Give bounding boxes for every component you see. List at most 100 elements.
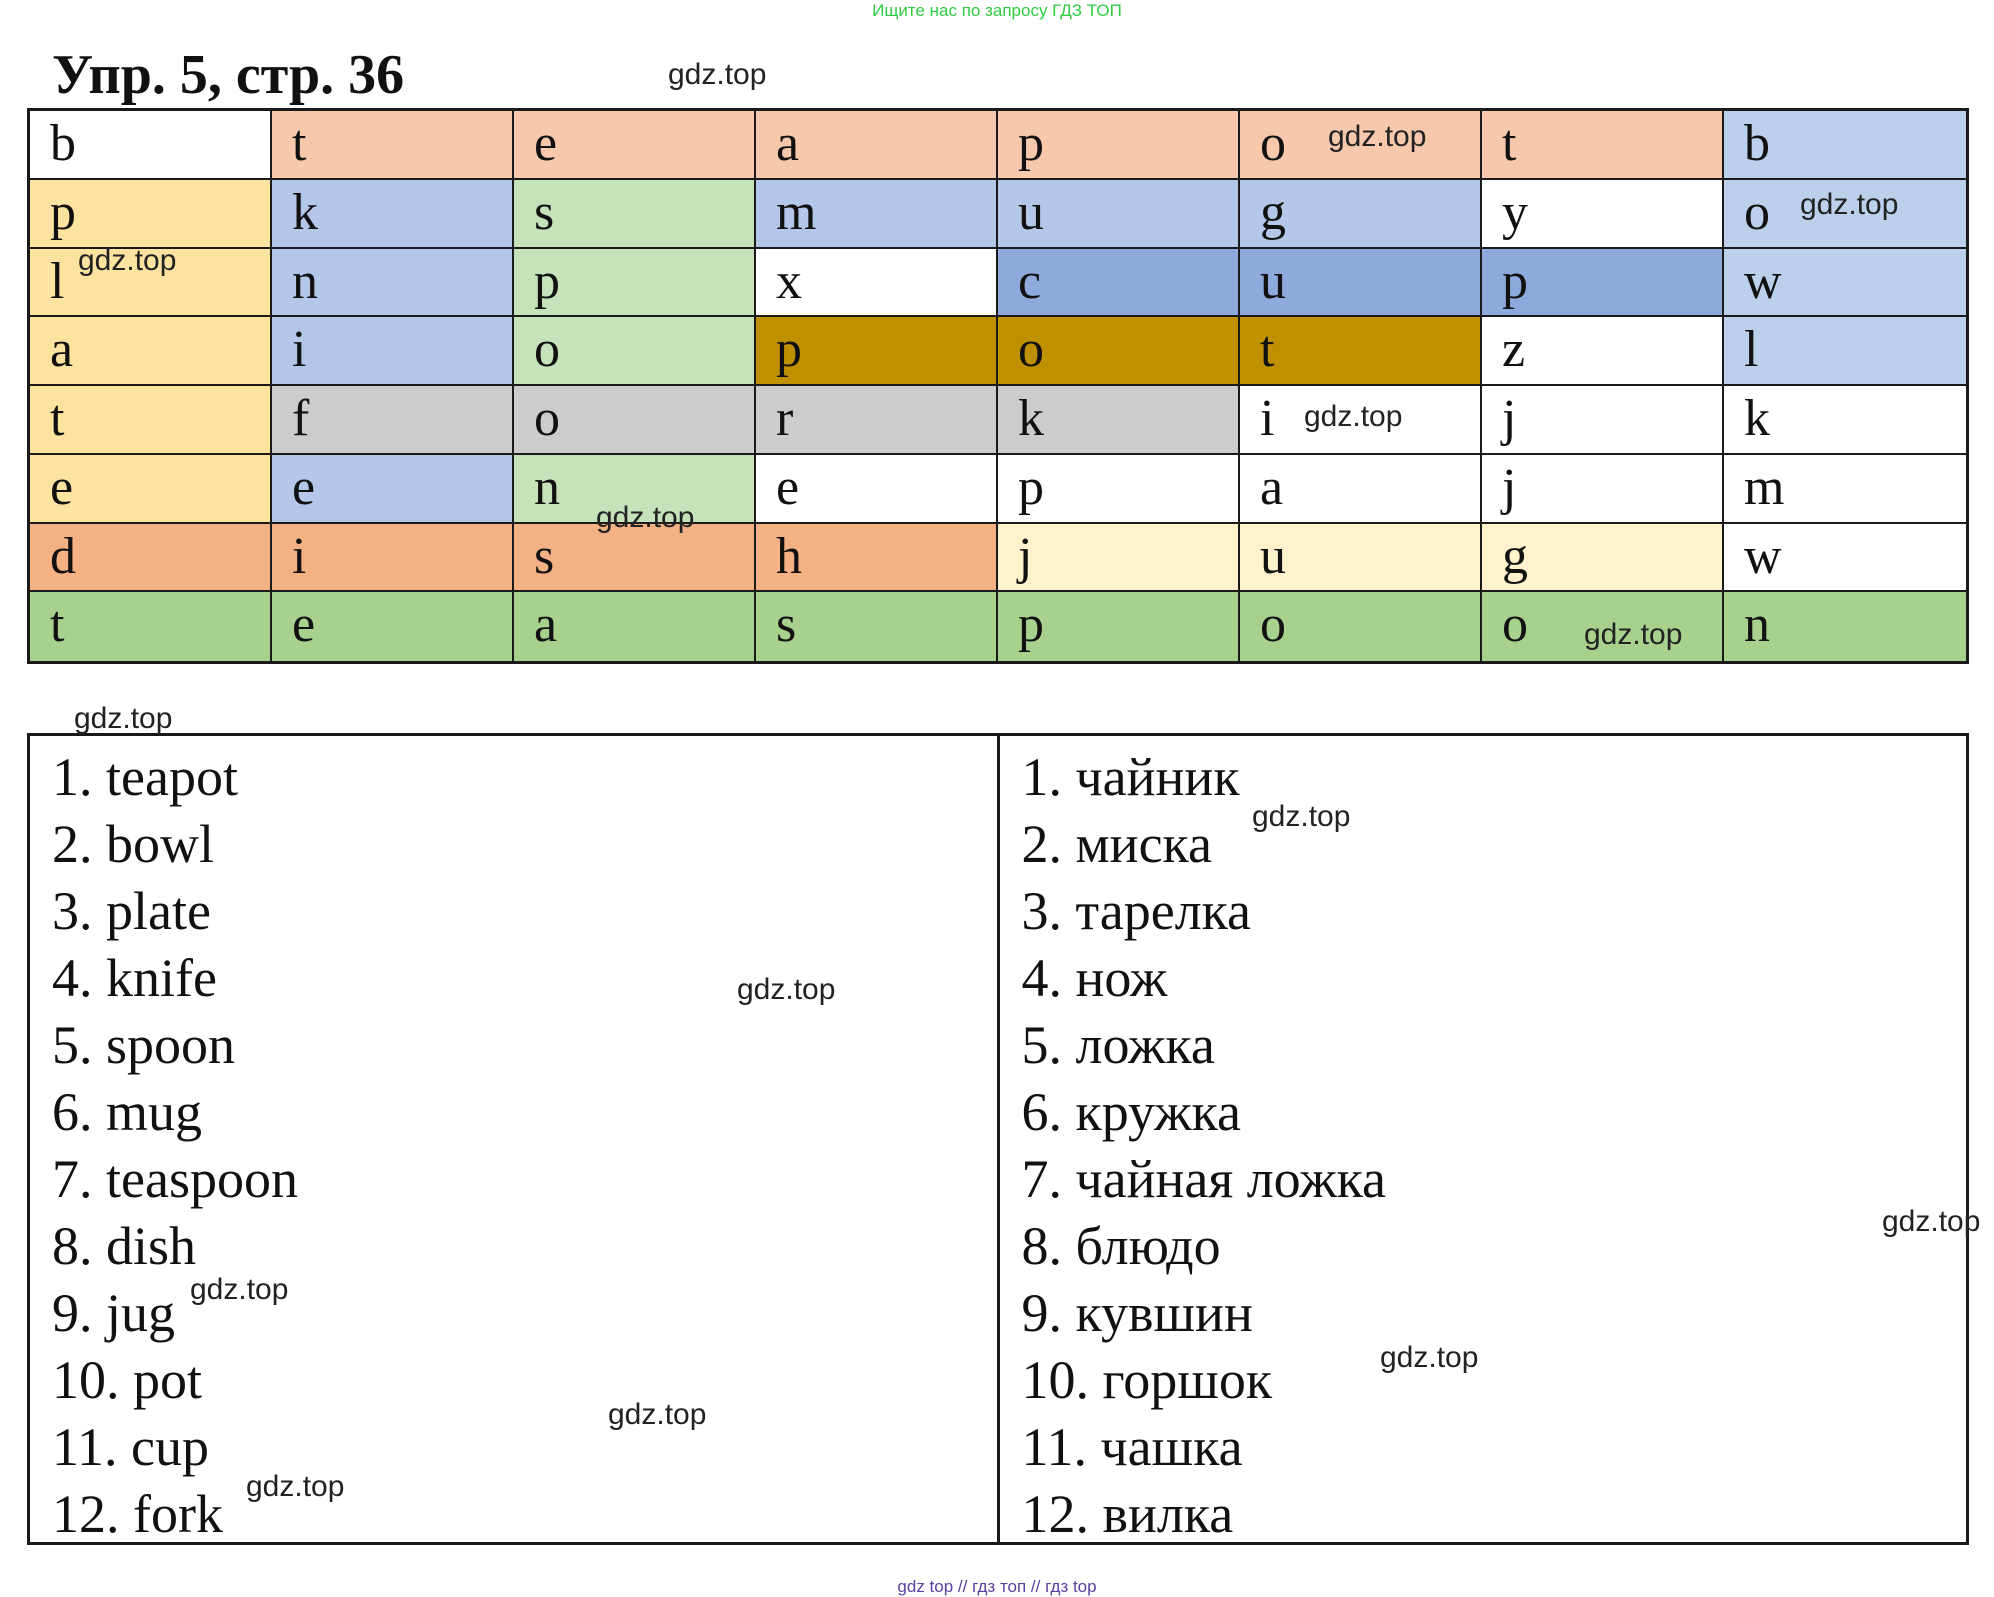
grid-cell: n	[1724, 592, 1966, 661]
grid-cell: p	[998, 454, 1240, 524]
grid-cell: a	[30, 317, 272, 386]
grid-cell: g	[1240, 179, 1482, 249]
grid-cell: p	[998, 111, 1240, 180]
grid-cell: n	[514, 454, 756, 524]
grid-cell: f	[272, 386, 514, 455]
english-word-item: 5. spoon	[52, 1015, 236, 1075]
grid-cell: o	[1724, 179, 1966, 249]
vocabulary-table: 1. teapot 2. bowl 3. plate 4. knife 5. spoon…	[27, 733, 1969, 1545]
grid-cell: u	[1240, 523, 1482, 593]
grid-cell: k	[998, 386, 1240, 455]
grid-cell: x	[756, 248, 998, 318]
grid-cell: o	[1240, 592, 1482, 661]
english-word-item: 11. cup	[52, 1417, 209, 1477]
grid-cell: a	[1240, 454, 1482, 524]
grid-cell: l	[30, 248, 272, 318]
english-word-item: 6. mug	[52, 1082, 203, 1142]
grid-cell: i	[1240, 386, 1482, 455]
watermark: gdz.top	[737, 973, 836, 1006]
english-word-item: 1. teapot	[52, 747, 238, 807]
english-word-item: 9. jug	[52, 1283, 176, 1343]
russian-word-item: 8. блюдо	[1021, 1216, 1221, 1276]
grid-cell: o	[1482, 592, 1724, 661]
footer: gdz top // гдз топ // гдз top	[897, 1577, 1097, 1596]
grid-cell: o	[998, 317, 1240, 386]
grid-cell: s	[756, 592, 998, 661]
watermark: gdz.top	[608, 1398, 707, 1431]
english-word-item: 10. pot	[52, 1350, 203, 1410]
russian-words-column: 1. чайник 2. миска 3. тарелка 4. нож 5. ложк…	[1000, 736, 1967, 1544]
grid-cell: e	[756, 454, 998, 524]
grid-cell: o	[514, 317, 756, 386]
grid-cell: j	[1482, 454, 1724, 524]
russian-word-item: 11. чашка	[1021, 1417, 1243, 1477]
grid-cell: p	[1482, 248, 1724, 318]
top-banner: Ищите нас по запросу ГДЗ ТОП	[872, 1, 1122, 20]
grid-cell: b	[1724, 111, 1966, 180]
grid-cell: j	[998, 523, 1240, 593]
grid-cell: p	[514, 248, 756, 318]
russian-word-item: 5. ложка	[1021, 1015, 1215, 1075]
grid-cell: p	[756, 317, 998, 386]
grid-cell: s	[514, 179, 756, 249]
watermark: gdz.top	[1380, 1341, 1479, 1374]
grid-cell: e	[272, 454, 514, 524]
grid-cell: l	[1724, 317, 1966, 386]
russian-word-item: 12. вилка	[1021, 1484, 1234, 1544]
russian-word-item: 3. тарелка	[1021, 881, 1252, 941]
grid-cell: g	[1482, 523, 1724, 593]
grid-cell: t	[30, 592, 272, 661]
page-title: Упр. 5, стр. 36	[52, 44, 405, 106]
grid-cell: w	[1724, 248, 1966, 318]
grid-cell: y	[1482, 179, 1724, 249]
grid-cell: o	[514, 386, 756, 455]
russian-word-item: 6. кружка	[1021, 1082, 1242, 1142]
grid-cell: o	[1240, 111, 1482, 180]
grid-cell: t	[272, 111, 514, 180]
grid-cell: d	[30, 523, 272, 593]
watermark: gdz.top	[78, 244, 177, 277]
grid-cell: b	[30, 111, 272, 180]
grid-cell: a	[514, 592, 756, 661]
english-word-item: 7. teaspoon	[52, 1149, 298, 1209]
russian-word-item: 4. нож	[1021, 948, 1168, 1008]
russian-word-item: 10. горшок	[1021, 1350, 1273, 1410]
grid-cell: p	[30, 179, 272, 249]
watermark: gdz.top	[596, 501, 695, 534]
grid-cell: w	[1724, 523, 1966, 593]
watermark: gdz.top	[190, 1273, 289, 1306]
watermark: gdz.top	[246, 1470, 345, 1503]
grid-cell: p	[998, 592, 1240, 661]
grid-cell: t	[1482, 111, 1724, 180]
grid-cell: k	[272, 179, 514, 249]
russian-word-item: 9. кувшин	[1021, 1283, 1253, 1343]
grid-cell: e	[272, 592, 514, 661]
english-word-item: 8. dish	[52, 1216, 197, 1276]
grid-cell: i	[272, 317, 514, 386]
english-word-item: 3. plate	[52, 881, 211, 941]
watermark: gdz.top	[1800, 188, 1899, 221]
english-word-item: 4. knife	[52, 948, 217, 1008]
grid-cell: c	[998, 248, 1240, 318]
grid-cell: n	[272, 248, 514, 318]
english-words-column: 1. teapot 2. bowl 3. plate 4. knife 5. spoon…	[30, 736, 1000, 1544]
grid-cell: a	[756, 111, 998, 180]
grid-cell: u	[1240, 248, 1482, 318]
grid-cell: i	[272, 523, 514, 593]
grid-cell: z	[1482, 317, 1724, 386]
watermark: gdz.top	[74, 702, 173, 735]
watermark: gdz.top	[1328, 120, 1427, 153]
grid-cell: e	[30, 454, 272, 524]
russian-word-item: 1. чайник	[1021, 747, 1240, 807]
watermark: gdz.top	[1304, 400, 1403, 433]
grid-cell: k	[1724, 386, 1966, 455]
watermark: gdz.top	[1882, 1205, 1981, 1238]
grid-cell: u	[998, 179, 1240, 249]
watermark: gdz.top	[1252, 800, 1351, 833]
grid-cell: j	[1482, 386, 1724, 455]
watermark: gdz.top	[1584, 618, 1683, 651]
grid-cell: s	[514, 523, 756, 593]
grid-cell: h	[756, 523, 998, 593]
russian-word-item: 2. миска	[1021, 814, 1212, 874]
